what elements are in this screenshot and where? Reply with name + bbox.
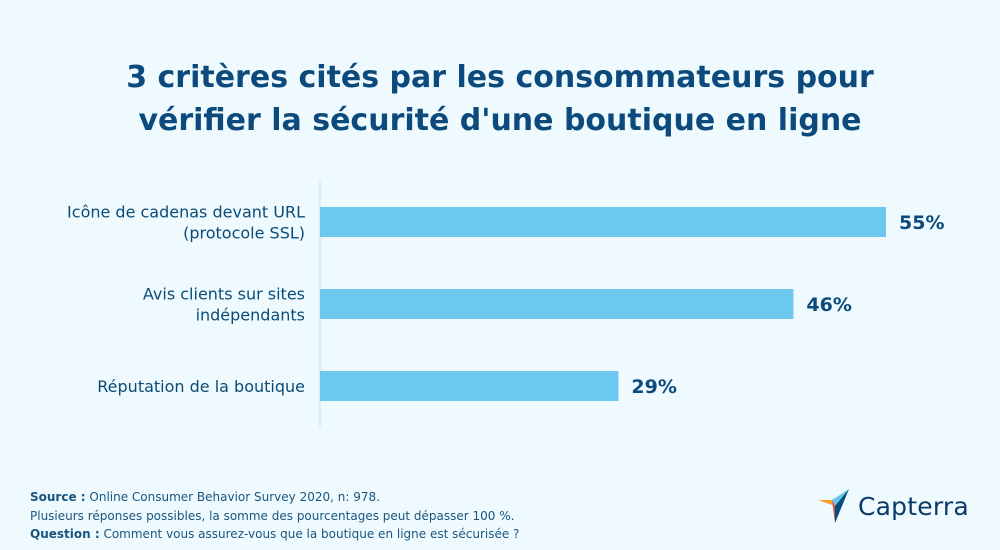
- capterra-logo: Capterra: [818, 488, 969, 524]
- value-label-1: 55%: [899, 212, 944, 234]
- source-line: Source : Online Consumer Behavior Survey…: [30, 488, 519, 507]
- question-line: Question : Comment vous assurez-vous que…: [30, 525, 519, 544]
- category-label-3-line-1: Réputation de la boutique: [97, 377, 305, 396]
- question-text: Comment vous assurez-vous que la boutiqu…: [99, 527, 520, 541]
- capterra-arrow-icon: [818, 489, 849, 523]
- category-label-1-line-2: (protocole SSL): [183, 224, 305, 243]
- source-text: Online Consumer Behavior Survey 2020, n:…: [85, 490, 380, 504]
- bar-2: [320, 289, 794, 319]
- category-label-2-line-2: indépendants: [196, 306, 305, 325]
- bars-group: 55% Icône de cadenas devant URL (protocole…: [67, 203, 944, 401]
- chart-title-line-2: vérifier la sécurité d'une boutique en l…: [138, 103, 862, 138]
- category-label-2-line-1: Avis clients sur sites: [143, 285, 305, 304]
- footer: Source : Online Consumer Behavior Survey…: [30, 488, 519, 544]
- value-label-2: 46%: [806, 294, 851, 316]
- question-label: Question :: [30, 527, 100, 541]
- bar-3: [320, 371, 619, 401]
- chart-title: 3 critères cités par les consommateurs p…: [40, 56, 960, 142]
- source-label: Source :: [30, 490, 86, 504]
- logo-text: Capterra: [858, 491, 969, 521]
- note-line: Plusieurs réponses possibles, la somme d…: [30, 508, 515, 523]
- bar-1: [320, 207, 886, 237]
- value-label-3: 29%: [631, 376, 676, 398]
- chart-title-line-1: 3 critères cités par les consommateurs p…: [126, 60, 874, 95]
- category-label-1-line-1: Icône de cadenas devant URL: [67, 203, 305, 222]
